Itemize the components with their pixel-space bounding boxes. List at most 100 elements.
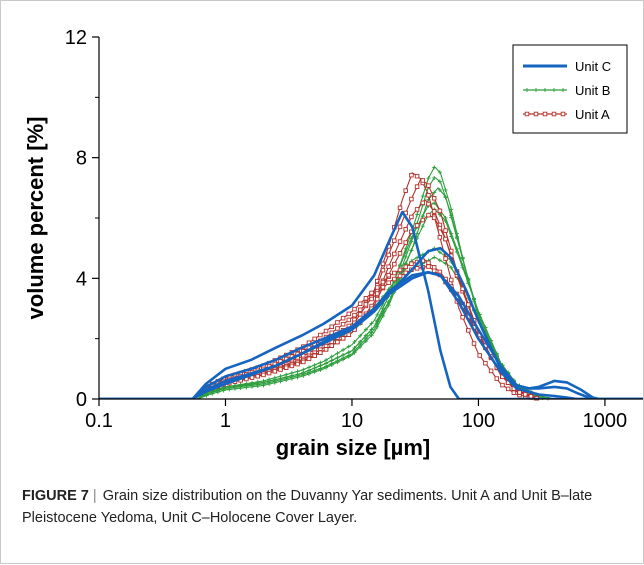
y-tick-label: 4 (76, 268, 87, 290)
data-point-marker (472, 297, 477, 302)
data-point-marker (403, 254, 408, 259)
data-point-marker (261, 380, 266, 385)
legend-marker (561, 88, 565, 92)
data-point-marker (431, 268, 437, 273)
data-point-marker (380, 313, 385, 318)
data-point-marker (397, 267, 403, 273)
data-point-marker (318, 332, 323, 338)
data-point-marker (295, 361, 300, 367)
series-line-unit-a (99, 172, 643, 399)
x-tick-label: 1000 (583, 410, 628, 432)
data-point-marker (312, 353, 317, 358)
data-point-marker (466, 281, 471, 286)
data-point-marker (340, 336, 346, 341)
data-point-marker (335, 351, 340, 356)
data-point-marker (403, 264, 408, 270)
legend-label: Unit B (575, 83, 610, 98)
figure-caption: FIGURE 7 | Grain size distribution on th… (22, 485, 622, 529)
data-point-marker (403, 188, 408, 193)
data-point-marker (528, 394, 534, 399)
data-point-marker (437, 258, 442, 263)
data-point-marker (278, 367, 283, 372)
data-point-marker (437, 187, 442, 192)
data-point-marker (301, 370, 306, 375)
data-point-marker (380, 267, 386, 273)
data-point-marker (289, 373, 294, 378)
data-point-marker (414, 184, 420, 189)
data-point-marker (460, 256, 465, 261)
data-point-marker (449, 215, 454, 220)
data-point-marker (369, 327, 374, 332)
data-point-marker (460, 265, 465, 270)
data-point-marker (352, 339, 357, 344)
data-point-marker (386, 252, 391, 258)
caption-label: FIGURE 7 (22, 488, 89, 504)
legend-marker (543, 88, 547, 92)
data-point-marker (380, 284, 386, 290)
series-line-unit-b (99, 166, 643, 399)
data-point-marker (443, 236, 448, 242)
data-point-marker (340, 315, 346, 321)
series-line-unit-b (99, 176, 643, 399)
data-point-marker (460, 314, 465, 320)
data-point-marker (375, 285, 380, 290)
data-point-marker (477, 312, 482, 317)
data-point-marker (397, 239, 403, 244)
legend: Unit C Unit B Unit A (512, 44, 628, 134)
legend-marker (560, 111, 566, 117)
data-point-marker (238, 384, 243, 389)
data-point-marker (415, 231, 420, 236)
data-point-marker (420, 224, 425, 229)
data-point-marker (352, 345, 357, 350)
data-point-marker (449, 234, 454, 239)
data-point-marker (215, 388, 220, 393)
data-point-marker (352, 312, 357, 318)
data-point-marker (409, 261, 414, 266)
data-point-marker (454, 236, 459, 241)
data-point-marker (301, 359, 306, 365)
data-point-marker (346, 311, 352, 317)
data-point-marker (357, 307, 363, 313)
data-point-marker (358, 344, 363, 349)
data-point-marker (414, 173, 420, 179)
data-point-marker (426, 176, 431, 181)
data-point-marker (398, 264, 403, 269)
data-point-marker (392, 238, 397, 243)
data-point-marker (266, 370, 272, 376)
data-point-marker (323, 328, 329, 334)
data-point-marker (363, 339, 368, 344)
data-point-marker (488, 368, 494, 374)
data-point-marker (232, 384, 237, 389)
data-point-marker (437, 208, 443, 214)
data-point-marker (255, 381, 260, 386)
data-point-marker (426, 212, 431, 218)
data-point-marker (392, 276, 397, 282)
data-point-marker (443, 228, 448, 233)
data-point-marker (437, 170, 442, 175)
data-point-marker (346, 344, 351, 349)
data-point-marker (306, 371, 311, 376)
data-point-marker (443, 218, 448, 223)
data-point-marker (489, 338, 494, 343)
legend-marker (552, 88, 556, 92)
data-point-marker (306, 356, 312, 362)
data-point-marker (255, 374, 260, 379)
data-point-marker (221, 386, 226, 391)
data-point-marker (283, 365, 289, 370)
data-point-marker (466, 302, 471, 307)
series-line-unit-c (99, 210, 643, 399)
data-point-marker (420, 200, 426, 206)
data-point-marker (426, 264, 431, 269)
data-point-marker (324, 361, 329, 366)
data-point-marker (363, 302, 369, 307)
data-point-marker (375, 324, 380, 329)
x-axis-title: grain size [µm] (276, 435, 430, 460)
data-point-marker (437, 179, 442, 184)
y-axis-title: volume percent [%] (23, 117, 48, 320)
data-point-marker (369, 333, 374, 338)
data-point-marker (375, 312, 380, 317)
data-point-marker (403, 227, 408, 232)
data-point-marker (432, 175, 437, 180)
data-point-marker (352, 306, 357, 312)
